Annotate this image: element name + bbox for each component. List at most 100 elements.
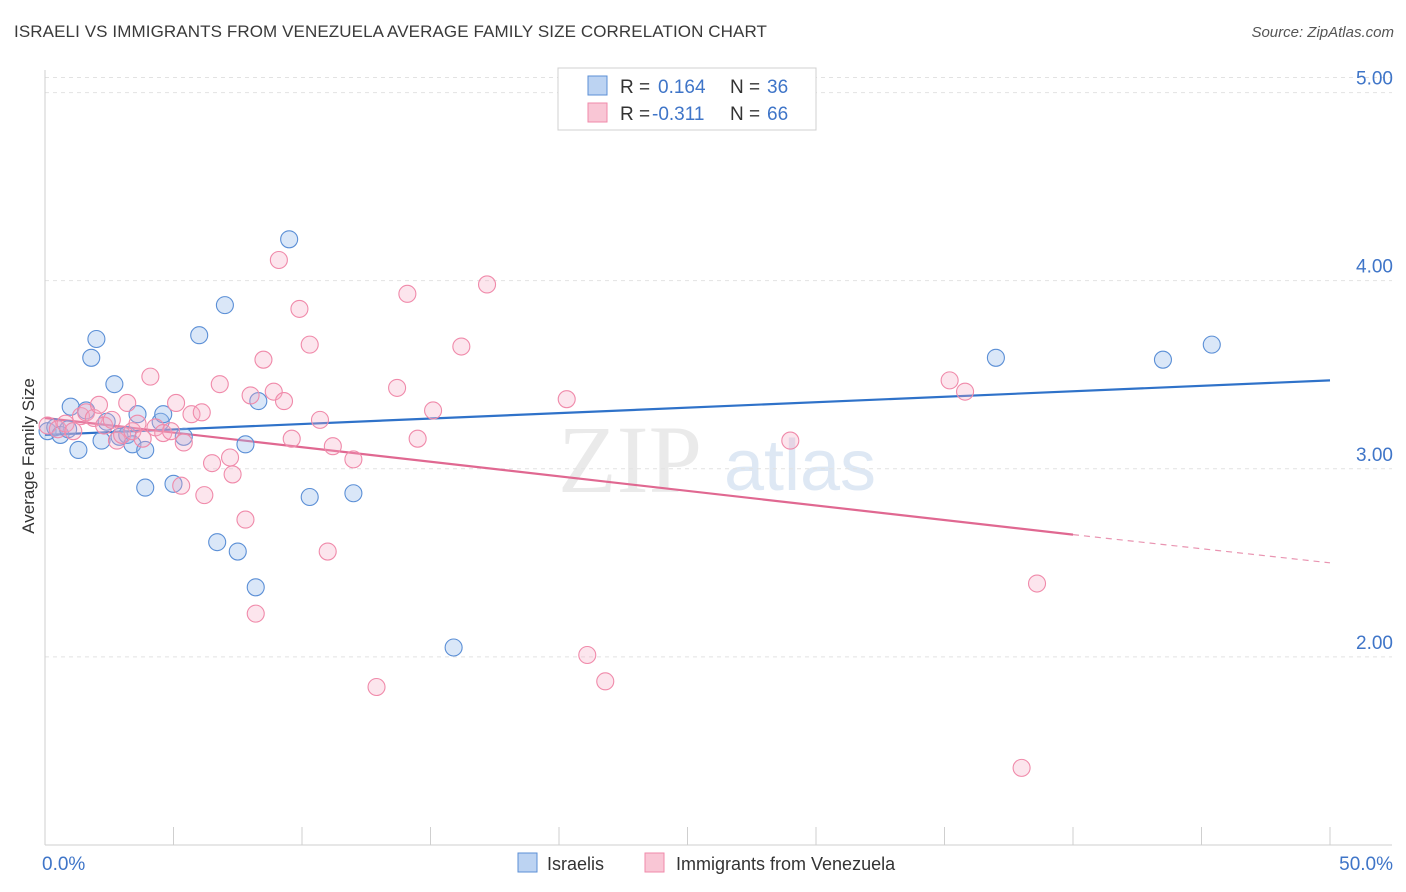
chart-title: ISRAELI VS IMMIGRANTS FROM VENEZUELA AVE…: [14, 22, 768, 41]
point-israelis-16: [136, 440, 155, 460]
point-israelis-24: [208, 533, 227, 552]
legend-swatch-israelis: [587, 75, 608, 96]
point-israelis-29: [280, 230, 299, 249]
legend-n-value-1: 36: [767, 77, 788, 98]
point-venezuela-47: [408, 429, 427, 448]
legend-r-value-1: 0.164: [658, 77, 706, 98]
point-venezuela-26: [203, 454, 222, 473]
point-venezuela-50: [477, 275, 497, 294]
point-israelis-23: [215, 296, 234, 315]
point-venezuela-37: [282, 429, 301, 448]
point-israelis-25: [228, 542, 247, 561]
point-israelis-31: [344, 484, 363, 503]
legend-n-label-2: N =: [730, 104, 765, 125]
point-venezuela-41: [318, 542, 337, 561]
watermark-zip: ZIP: [558, 406, 702, 513]
point-venezuela-46: [398, 284, 417, 303]
point-venezuela-56: [956, 382, 975, 401]
point-venezuela-34: [264, 382, 283, 401]
point-venezuela-27: [210, 375, 229, 394]
legend-n-label-1: N =: [730, 77, 765, 98]
point-israelis-30: [300, 487, 319, 507]
point-venezuela-28: [220, 448, 240, 467]
point-venezuela-29: [223, 465, 242, 484]
point-venezuela-44: [367, 677, 386, 697]
legend-r-label-1: R =: [620, 77, 655, 98]
legend-swatch-venezuela: [587, 102, 608, 123]
y-tick-label-1: 3.00: [1356, 445, 1393, 466]
legend-r-label-2: R =: [620, 104, 655, 125]
gridlines: [45, 77, 1392, 658]
point-venezuela-49: [452, 337, 471, 356]
point-venezuela-15: [133, 429, 152, 448]
point-israelis-26: [236, 435, 255, 454]
point-venezuela-9: [102, 410, 121, 429]
point-venezuela-18: [154, 423, 173, 443]
point-israelis-17: [136, 478, 155, 497]
point-venezuela-35: [269, 250, 288, 270]
axes: [44, 70, 1392, 846]
data-points: [38, 230, 1221, 777]
legend-n-value-2: 66: [767, 104, 788, 125]
point-israelis-18: [151, 412, 170, 431]
point-venezuela-20: [167, 393, 186, 412]
bottom-legend-swatch-venezuela: [644, 852, 665, 873]
watermark-atlas: atlas: [724, 426, 876, 506]
point-israelis-34: [1153, 350, 1172, 369]
point-venezuela-38: [290, 299, 309, 318]
point-israelis-35: [1202, 335, 1221, 354]
point-israelis-9: [92, 431, 111, 450]
x-tick-label-1: 50.0%: [1339, 854, 1393, 875]
point-venezuela-53: [596, 672, 615, 691]
point-israelis-22: [190, 326, 209, 345]
point-venezuela-11: [113, 425, 132, 444]
point-venezuela-42: [323, 437, 342, 456]
point-venezuela-31: [241, 386, 260, 405]
point-venezuela-32: [246, 604, 265, 623]
bottom-legend-venezuela: Immigrants from Venezuela: [676, 854, 896, 874]
point-venezuela-16: [141, 367, 160, 386]
point-israelis-5: [69, 440, 88, 460]
point-venezuela-40: [310, 410, 330, 429]
y-axis-label: Average Family Size: [19, 378, 38, 534]
point-venezuela-0: [38, 416, 57, 435]
legend-r-value-2: -0.311: [652, 104, 704, 125]
x-tick-label-0: 0.0%: [42, 854, 85, 875]
point-venezuela-2: [56, 414, 75, 433]
point-venezuela-23: [192, 403, 211, 422]
point-venezuela-45: [388, 378, 407, 397]
point-venezuela-54: [781, 431, 800, 450]
point-israelis-33: [986, 348, 1005, 367]
tick-labels: 2.00 3.00 4.00 5.00 0.0% 50.0%: [42, 69, 1393, 875]
point-venezuela-30: [236, 510, 255, 529]
point-israelis-8: [87, 329, 106, 349]
bottom-legend-swatch-israelis: [517, 852, 538, 873]
point-venezuela-7: [89, 395, 109, 414]
point-venezuela-33: [254, 350, 273, 369]
point-venezuela-58: [1027, 574, 1047, 593]
y-tick-label-2: 4.00: [1356, 257, 1393, 278]
y-tick-label-0: 2.00: [1356, 633, 1393, 654]
point-venezuela-21: [174, 433, 193, 452]
y-tick-label-3: 5.00: [1356, 69, 1393, 90]
trend-line-venezuela: [44, 416, 1074, 536]
point-venezuela-10: [107, 431, 127, 450]
point-venezuela-12: [118, 393, 137, 412]
bottom-legend-israelis: Israelis: [547, 854, 604, 874]
trend-line-venezuela-extension: [1072, 534, 1331, 564]
point-venezuela-19: [161, 422, 180, 441]
trend-lines: [44, 379, 1331, 564]
point-israelis-28: [246, 578, 265, 597]
bottom-legend: Israelis Immigrants from Venezuela: [517, 852, 896, 874]
point-israelis-11: [105, 375, 124, 394]
point-venezuela-51: [557, 390, 576, 409]
point-israelis-15: [128, 405, 147, 424]
point-venezuela-36: [274, 392, 294, 411]
legend: R = 0.164 N = 36 R = -0.311 N = 66: [557, 67, 817, 131]
point-venezuela-55: [940, 371, 959, 390]
point-israelis-32: [444, 638, 463, 657]
point-venezuela-3: [64, 422, 83, 441]
